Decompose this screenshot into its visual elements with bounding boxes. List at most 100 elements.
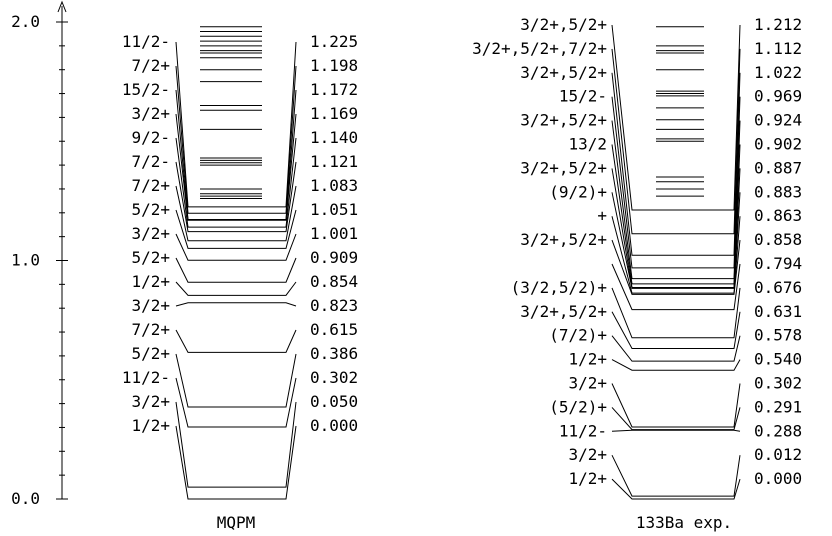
spin-parity-label: 1/2+ <box>131 416 170 435</box>
energy-level: 11/2- 0.302 <box>122 368 358 428</box>
spin-parity-label: 3/2+ <box>568 374 607 393</box>
level-energy-label: 0.863 <box>754 206 802 225</box>
level-energy-label: 1.051 <box>310 200 358 219</box>
energy-level: 3/2+ 1.001 <box>131 224 358 261</box>
level-line <box>611 311 741 350</box>
spin-parity-label: 3/2+,5/2+ <box>520 302 607 321</box>
level-energy-label: 0.291 <box>754 397 802 416</box>
spin-parity-label: 3/2+,5/2+ <box>520 111 607 130</box>
level-energy-label: 1.001 <box>310 224 358 243</box>
energy-level: 3/2+ 0.823 <box>131 296 358 315</box>
spin-parity-label: 11/2- <box>559 421 607 440</box>
energy-level: 5/2+ 0.386 <box>131 344 358 408</box>
level-energy-label: 0.676 <box>754 278 802 297</box>
spin-parity-label: 3/2+ <box>131 296 170 315</box>
level-line <box>611 144 741 285</box>
spin-parity-label: 7/2- <box>131 152 170 171</box>
level-energy-label: 0.012 <box>754 445 802 464</box>
energy-level: 11/2- 1.225 <box>122 32 358 208</box>
level-line <box>611 287 741 339</box>
energy-level: 3/2+,5/2+ 0.631 <box>520 302 802 350</box>
level-line <box>175 233 297 261</box>
spin-parity-label: (5/2)+ <box>549 397 607 416</box>
level-line <box>611 407 741 431</box>
level-line <box>175 161 297 233</box>
level-line <box>611 383 741 428</box>
level-energy-label: 0.823 <box>310 296 358 315</box>
spin-parity-label: 7/2+ <box>131 176 170 195</box>
energy-level: 11/2- 0.288 <box>559 421 802 440</box>
spin-parity-label: 5/2+ <box>131 200 170 219</box>
level-line <box>175 281 297 296</box>
energy-axis-ticks <box>56 21 68 500</box>
energy-level: 1/2+ 0.854 <box>131 272 358 296</box>
level-line <box>611 72 741 256</box>
spin-parity-label: 11/2- <box>122 368 170 387</box>
energy-level: 9/2- 1.140 <box>131 128 358 228</box>
spin-parity-label: 3/2+ <box>131 104 170 123</box>
energy-axis-arrow <box>57 0 67 13</box>
energy-level: 13/2 0.902 <box>568 135 802 285</box>
spin-parity-label: 7/2+ <box>131 56 170 75</box>
spin-parity-label: 3/2+,5/2+ <box>520 63 607 82</box>
level-energy-label: 0.902 <box>754 135 802 154</box>
axis-tick-label: 0.0 <box>11 489 40 508</box>
level-line <box>175 377 297 428</box>
energy-axis-labels: 0.0 1.0 2.0 <box>11 12 40 508</box>
level-line <box>175 401 297 488</box>
level-energy-label: 0.909 <box>310 248 358 267</box>
level-line <box>611 24 741 211</box>
level-line <box>611 239 741 295</box>
energy-level: (7/2)+ 0.578 <box>549 326 802 362</box>
level-line <box>611 478 741 500</box>
level-energy-label: 0.794 <box>754 254 802 273</box>
spin-parity-label: 5/2+ <box>131 344 170 363</box>
level-line <box>175 41 297 208</box>
level-energy-label: 1.112 <box>754 39 802 58</box>
energy-level: 5/2+ 0.909 <box>131 248 358 283</box>
spin-parity-label: 3/2+,5/2+ <box>520 15 607 34</box>
energy-level: 1/2+ 0.000 <box>568 469 802 500</box>
energy-level: 5/2+ 1.051 <box>131 200 358 249</box>
level-energy-label: 1.121 <box>310 152 358 171</box>
level-line <box>611 48 741 235</box>
level-energy-label: 1.169 <box>310 104 358 123</box>
spin-parity-label: 5/2+ <box>131 248 170 267</box>
level-line <box>175 302 297 307</box>
energy-axis: 0.0 1.0 2.0 <box>11 0 68 508</box>
energy-level: 7/2+ 1.083 <box>131 176 358 242</box>
energy-level: 3/2+ 1.169 <box>131 104 358 221</box>
spin-parity-label: (9/2)+ <box>549 182 607 201</box>
level-energy-label: 1.172 <box>310 80 358 99</box>
spin-parity-label: 3/2+ <box>131 224 170 243</box>
spin-parity-label: 3/2+,5/2+ <box>520 158 607 177</box>
level-line <box>175 353 297 408</box>
level-line <box>611 454 741 497</box>
energy-level: (3/2,5/2)+ 0.676 <box>511 278 802 339</box>
level-energy-label: 0.302 <box>754 374 802 393</box>
level-line <box>175 89 297 220</box>
level-line <box>611 263 741 311</box>
exp-caption: 133Ba exp. <box>636 513 732 532</box>
level-energy-label: 0.854 <box>310 272 358 291</box>
spin-parity-label: 3/2+,5/2+,7/2+ <box>472 39 607 58</box>
energy-level: 7/2+ 1.198 <box>131 56 358 214</box>
energy-level: 3/2+,5/2+ 1.212 <box>520 15 802 211</box>
energy-level: 3/2+,5/2+ 1.022 <box>520 63 802 256</box>
energy-level: 0.794 <box>611 254 802 311</box>
level-energy-label: 0.969 <box>754 87 802 106</box>
level-energy-label: 0.386 <box>310 344 358 363</box>
level-energy-label: 0.615 <box>310 320 358 339</box>
level-line <box>175 113 297 221</box>
level-line <box>611 359 741 371</box>
energy-level: 7/2+ 0.615 <box>131 320 358 353</box>
level-energy-label: 0.924 <box>754 111 802 130</box>
energy-level: 15/2- 0.969 <box>559 87 802 269</box>
spin-parity-label: 9/2- <box>131 128 170 147</box>
energy-level: (5/2)+ 0.291 <box>549 397 802 431</box>
level-line <box>611 120 741 280</box>
energy-level: +0.863 <box>597 206 802 294</box>
level-energy-label: 0.000 <box>310 416 358 435</box>
